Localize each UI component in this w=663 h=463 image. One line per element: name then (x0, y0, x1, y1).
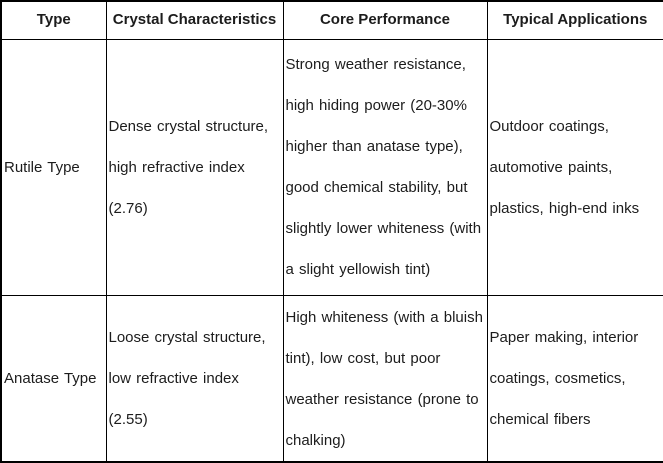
column-header-core-performance: Core Performance (282, 0, 488, 40)
column-header-typical-applications: Typical Applications (486, 0, 663, 40)
column-header-type: Type (0, 0, 107, 40)
table-row-anatase: Anatase Type Loose crystal structure, lo… (0, 295, 663, 463)
cell-rutile-performance: Strong weather resistance, high hiding p… (282, 38, 488, 297)
cell-rutile-type: Rutile Type (0, 38, 107, 297)
cell-anatase-performance: High whiteness (with a bluish tint), low… (282, 295, 488, 463)
cell-anatase-crystal: Loose crystal structure, low refractive … (105, 295, 284, 463)
cell-rutile-applications: Outdoor coatings, automotive paints, pla… (486, 38, 663, 297)
column-header-crystal-characteristics: Crystal Characteristics (105, 0, 284, 40)
cell-anatase-type: Anatase Type (0, 295, 107, 463)
table-row-rutile: Rutile Type Dense crystal structure, hig… (0, 38, 663, 297)
header-row: Type Crystal Characteristics Core Perfor… (0, 0, 663, 40)
cell-anatase-applications: Paper making, interior coatings, cosmeti… (486, 295, 663, 463)
cell-rutile-crystal: Dense crystal structure, high refractive… (105, 38, 284, 297)
